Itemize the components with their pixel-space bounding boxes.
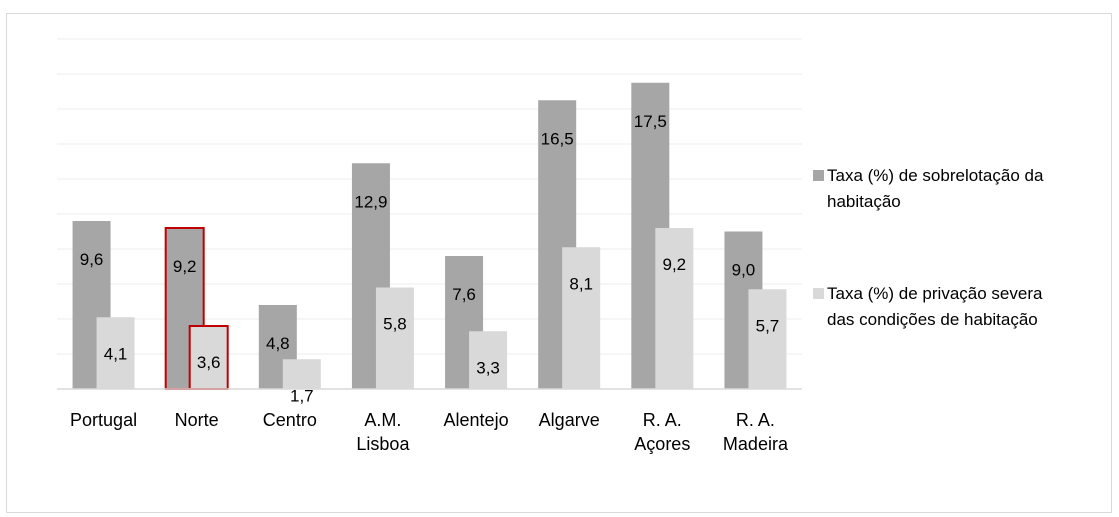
data-label: 4,8 <box>266 334 290 353</box>
data-label: 9,0 <box>732 261 756 280</box>
x-axis-tick-labels: Portugal Norte Centro A.M. Lisboa Alentejo Alg… <box>70 410 789 454</box>
data-label: 5,7 <box>756 316 780 335</box>
bar-chart: 9,6 4,1 9,2 3,6 4,8 1,7 12,9 5,8 7,6 3,3 16,5 8,1 17… <box>57 38 1044 454</box>
data-label: 17,5 <box>634 112 667 131</box>
legend-label: Taxa (%) de sobrelotação da <box>827 166 1044 185</box>
data-label: 16,5 <box>541 129 574 148</box>
legend-label: habitação <box>827 192 901 211</box>
data-label: 1,7 <box>290 386 314 405</box>
data-label: 9,6 <box>80 250 104 269</box>
data-label: 8,1 <box>569 274 593 293</box>
x-tick-label: Madeira <box>723 434 789 454</box>
bar-privacao-0 <box>96 317 135 389</box>
legend: Taxa (%) de sobrelotação da habitação Taxa… <box>813 166 1044 329</box>
data-labels: 9,6 4,1 9,2 3,6 4,8 1,7 12,9 5,8 7,6 3,3 16,5 8,1 17… <box>80 112 780 406</box>
data-label: 7,6 <box>452 285 476 304</box>
bars <box>72 82 787 390</box>
x-tick-label: Centro <box>263 410 317 430</box>
x-tick-label: Açores <box>634 434 690 454</box>
data-label: 4,1 <box>104 344 128 363</box>
bar-privacao-4 <box>469 331 508 389</box>
x-tick-label: Alentejo <box>444 410 509 430</box>
bar-privacao-7 <box>748 289 787 389</box>
x-tick-label: R. A. <box>736 410 775 430</box>
data-label: 5,8 <box>383 315 407 334</box>
legend-label: das condições de habitação <box>827 310 1038 329</box>
bar-privacao-5 <box>562 247 601 389</box>
legend-label: Taxa (%) de privação severa <box>827 284 1043 303</box>
bar-privacao-3 <box>375 287 414 389</box>
bar-privacao-2 <box>282 359 321 389</box>
data-label: 3,6 <box>197 353 221 372</box>
x-tick-label: Lisboa <box>356 434 410 454</box>
x-tick-label: Portugal <box>70 410 137 430</box>
chart-frame: 9,6 4,1 9,2 3,6 4,8 1,7 12,9 5,8 7,6 3,3 16,5 8,1 17… <box>6 13 1112 513</box>
bar-privacao-6 <box>655 228 694 389</box>
legend-swatch <box>813 288 824 299</box>
data-label: 9,2 <box>662 255 686 274</box>
legend-swatch <box>813 170 824 181</box>
x-tick-label: Norte <box>175 410 219 430</box>
x-tick-label: A.M. <box>364 410 401 430</box>
data-label: 9,2 <box>173 257 197 276</box>
data-label: 12,9 <box>354 192 387 211</box>
x-tick-label: Algarve <box>539 410 600 430</box>
x-tick-label: R. A. <box>643 410 682 430</box>
data-label: 3,3 <box>476 358 500 377</box>
